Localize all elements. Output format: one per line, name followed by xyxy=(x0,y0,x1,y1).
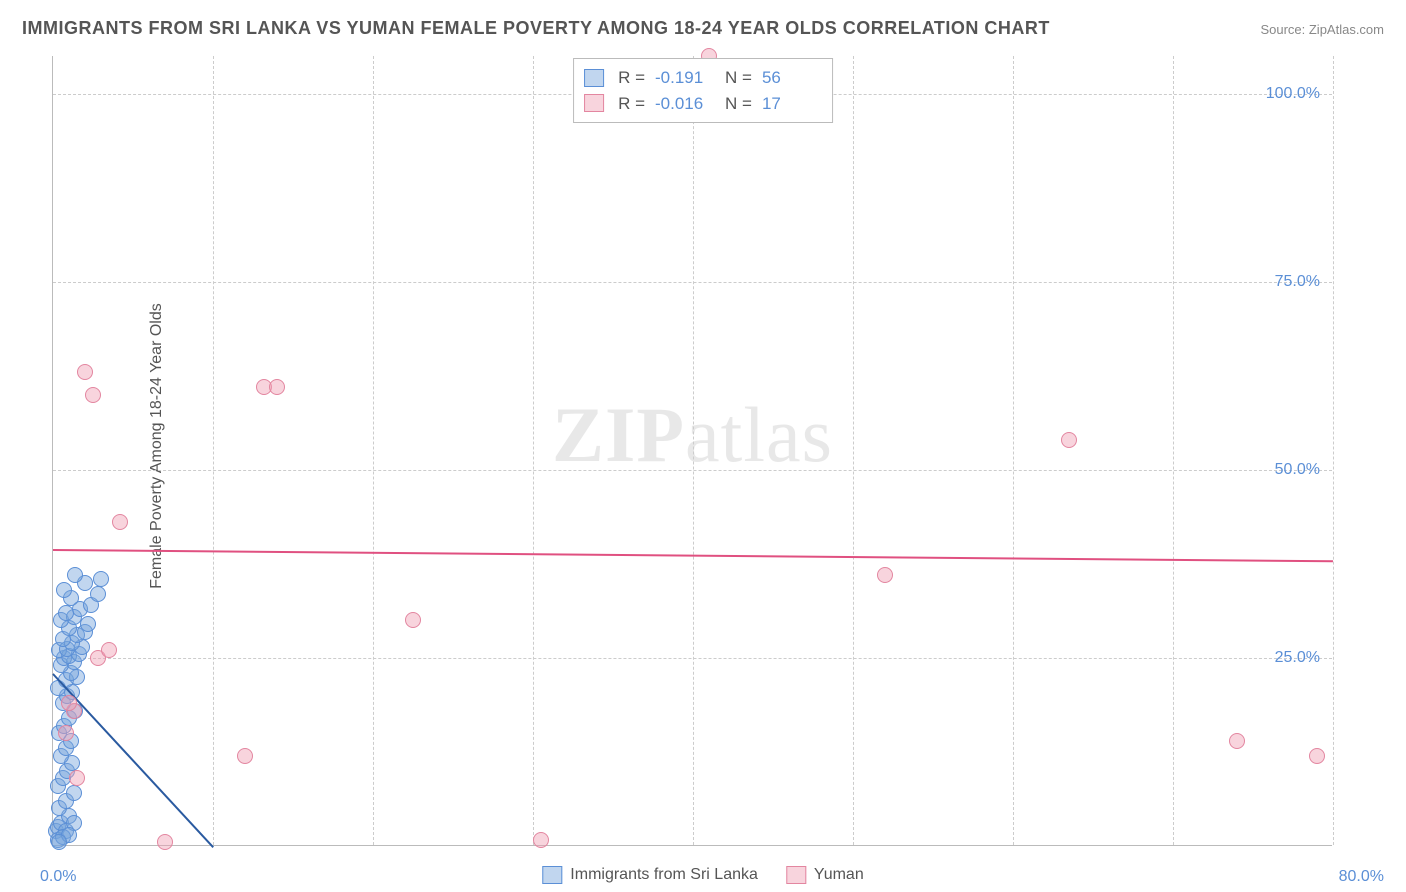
data-point xyxy=(58,725,74,741)
legend-swatch xyxy=(786,866,806,884)
y-tick-label: 100.0% xyxy=(1266,85,1320,103)
data-point xyxy=(1061,432,1077,448)
data-point xyxy=(269,379,285,395)
watermark-bold: ZIP xyxy=(552,391,685,478)
data-point xyxy=(157,834,173,850)
data-point xyxy=(1309,748,1325,764)
data-point xyxy=(533,832,549,848)
data-point xyxy=(51,834,67,850)
data-point xyxy=(77,364,93,380)
y-tick-label: 75.0% xyxy=(1275,273,1320,291)
data-point xyxy=(56,582,72,598)
stat-R-value: -0.191 xyxy=(655,65,711,91)
data-point xyxy=(66,785,82,801)
data-point xyxy=(237,748,253,764)
stat-R-label: R = xyxy=(618,65,645,91)
bottom-legend-item: Immigrants from Sri Lanka xyxy=(542,866,758,884)
watermark-light: atlas xyxy=(685,391,833,478)
data-point xyxy=(877,567,893,583)
bottom-legend-label: Yuman xyxy=(814,866,864,884)
stat-R-label: R = xyxy=(618,91,645,117)
legend-swatch xyxy=(584,94,604,112)
bottom-legend: Immigrants from Sri Lanka Yuman xyxy=(542,866,863,884)
legend-swatch xyxy=(584,69,604,87)
data-point xyxy=(112,514,128,530)
data-point xyxy=(69,770,85,786)
stat-R-value: -0.016 xyxy=(655,91,711,117)
data-point xyxy=(93,571,109,587)
plot-area: ZIPatlas 25.0% 50.0% 75.0% 100.0% xyxy=(52,56,1332,846)
data-point xyxy=(61,695,77,711)
source-citation: Source: ZipAtlas.com xyxy=(1260,22,1384,37)
gridline-vertical xyxy=(1333,56,1334,845)
gridline-vertical xyxy=(533,56,534,845)
bottom-legend-label: Immigrants from Sri Lanka xyxy=(570,866,758,884)
stat-N-value: 17 xyxy=(762,91,818,117)
gridline-vertical xyxy=(853,56,854,845)
stats-legend: R = -0.191 N = 56 R = -0.016 N = 17 xyxy=(573,58,833,123)
data-point xyxy=(1229,733,1245,749)
source-label: Source: xyxy=(1260,22,1308,37)
data-point xyxy=(405,612,421,628)
y-tick-label: 50.0% xyxy=(1275,461,1320,479)
stats-legend-row: R = -0.191 N = 56 xyxy=(584,65,818,91)
gridline-vertical xyxy=(1173,56,1174,845)
bottom-legend-item: Yuman xyxy=(786,866,864,884)
chart-title: IMMIGRANTS FROM SRI LANKA VS YUMAN FEMAL… xyxy=(22,18,1050,39)
data-point xyxy=(85,387,101,403)
x-tick-max: 80.0% xyxy=(1339,868,1384,886)
y-tick-label: 25.0% xyxy=(1275,649,1320,667)
data-point xyxy=(67,567,83,583)
gridline-vertical xyxy=(373,56,374,845)
stat-N-label: N = xyxy=(725,65,752,91)
x-tick-min: 0.0% xyxy=(40,868,76,886)
gridline-vertical xyxy=(1013,56,1014,845)
data-point xyxy=(101,642,117,658)
chart-container: IMMIGRANTS FROM SRI LANKA VS YUMAN FEMAL… xyxy=(0,0,1406,892)
gridline-vertical xyxy=(213,56,214,845)
stat-N-value: 56 xyxy=(762,65,818,91)
stat-N-label: N = xyxy=(725,91,752,117)
source-value: ZipAtlas.com xyxy=(1309,22,1384,37)
gridline-vertical xyxy=(693,56,694,845)
stats-legend-row: R = -0.016 N = 17 xyxy=(584,91,818,117)
data-point xyxy=(90,586,106,602)
legend-swatch xyxy=(542,866,562,884)
data-point xyxy=(80,616,96,632)
